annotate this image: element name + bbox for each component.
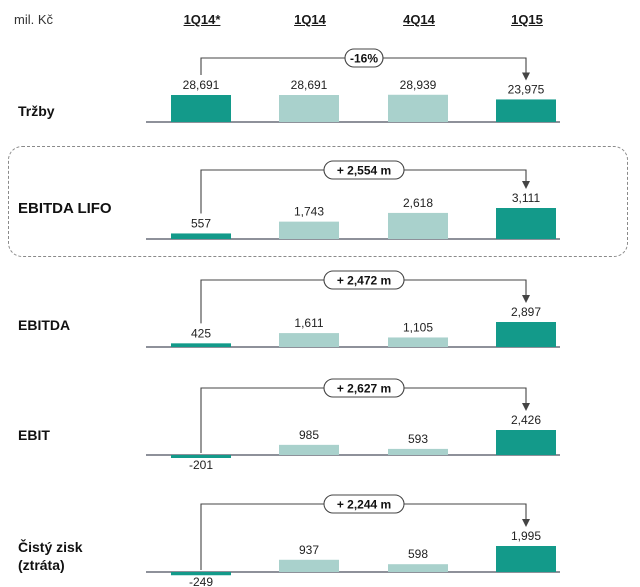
column-header-1q15: 1Q15	[511, 12, 543, 27]
panel4-bar-0	[171, 572, 231, 576]
panel1-bar-1	[279, 221, 339, 239]
panel4-bar-1	[279, 559, 339, 572]
panel4-change-arrowhead	[522, 519, 530, 527]
row-label-trzby: Tržby	[18, 103, 55, 119]
row-label-cisty-zisk: Čistý zisk (ztráta)	[18, 539, 83, 573]
panel2-bar-2	[388, 337, 448, 347]
panel3-bar-1	[279, 444, 339, 455]
panel2-value-label-1: 1,611	[294, 316, 323, 330]
column-header-1q14: 1Q14	[294, 12, 326, 27]
panel1-change-label: + 2,554 m	[337, 164, 391, 178]
panel0-value-label-1: 28,691	[291, 78, 328, 92]
panel3-change-pill	[323, 378, 405, 398]
panel4-bar-2	[388, 564, 448, 572]
panel3-value-label-1: 985	[299, 428, 319, 442]
panel0-change-pill	[344, 48, 384, 68]
panel0-bar-1	[279, 95, 339, 122]
panel3-bar-2	[388, 448, 448, 455]
column-header-4q14: 4Q14	[403, 12, 435, 27]
panel4-value-label-2: 598	[408, 547, 428, 561]
panel4-value-label-1: 937	[299, 543, 319, 557]
panel0-bar-3	[496, 99, 556, 122]
panel0-value-label-0: 28,691	[183, 78, 220, 92]
panel2-change-label: + 2,472 m	[337, 274, 391, 288]
panel1-change-arrowhead	[522, 181, 530, 189]
panel1-value-label-3: 3,111	[512, 191, 541, 205]
panel3-change-label: + 2,627 m	[337, 382, 391, 396]
panel2-bar-1	[279, 333, 339, 347]
panel1-bar-2	[388, 212, 448, 239]
panel3-bar-0	[171, 455, 231, 458]
panel0-change-arrowhead	[522, 72, 530, 81]
panel0-change-label: -16%	[350, 52, 378, 66]
panel3-bar-3	[496, 430, 556, 455]
unit-label: mil. Kč	[14, 12, 53, 27]
panel2-value-label-2: 1,105	[403, 320, 433, 334]
panel1-value-label-2: 2,618	[403, 196, 433, 210]
panel4-change-pill	[323, 494, 405, 514]
row-label-ebitda: EBITDA	[18, 317, 71, 333]
panel2-value-label-0: 425	[191, 326, 211, 340]
panel1-bar-0	[171, 233, 231, 239]
panel0-bar-0	[171, 95, 231, 122]
panel1-change-pill	[323, 160, 405, 180]
panel2-change-pill	[323, 270, 405, 290]
panel3-value-label-0: -201	[189, 458, 213, 472]
panel4-value-label-3: 1,995	[511, 529, 541, 543]
ebitda-lifo-highlight-box	[8, 146, 628, 257]
panel1-value-label-0: 557	[191, 216, 211, 230]
column-header-1q14-star: 1Q14*	[183, 12, 221, 27]
panel3-change-bracket	[200, 387, 527, 453]
panel0-value-label-2: 28,939	[400, 78, 437, 92]
panel3-value-label-2: 593	[408, 432, 428, 446]
panel0-value-label-3: 23,975	[508, 82, 545, 96]
panel4-change-label: + 2,244 m	[337, 498, 391, 512]
panel2-change-arrowhead	[522, 295, 530, 303]
panel3-change-arrowhead	[522, 403, 530, 411]
panel2-bar-3	[496, 322, 556, 347]
panel4-value-label-0: -249	[189, 575, 213, 587]
row-label-ebit: EBIT	[18, 427, 50, 443]
panel1-bar-3	[496, 208, 556, 239]
panel4-change-bracket	[200, 503, 527, 570]
panel2-value-label-3: 2,897	[511, 305, 541, 319]
row-label-ebitda-lifo: EBITDA LIFO	[18, 200, 112, 217]
panel2-bar-0	[171, 343, 231, 347]
panel3-value-label-3: 2,426	[511, 413, 541, 427]
panel1-value-label-1: 1,743	[294, 205, 324, 219]
panel4-bar-3	[496, 546, 556, 572]
panel0-bar-2	[388, 94, 448, 122]
